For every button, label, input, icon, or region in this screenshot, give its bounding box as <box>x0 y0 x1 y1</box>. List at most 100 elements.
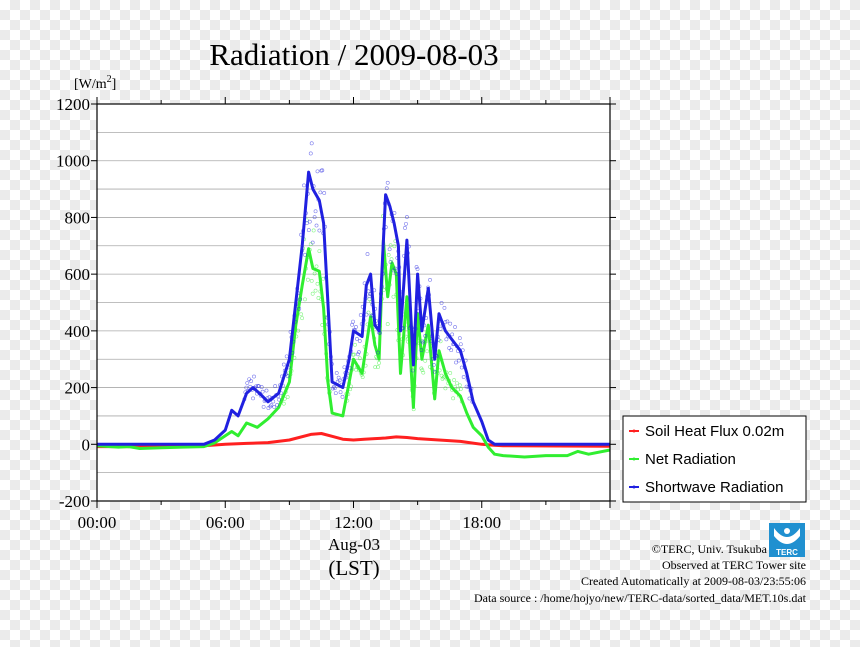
sample-point <box>271 399 276 404</box>
sample-point <box>353 342 357 347</box>
legend-label: Soil Heat Flux 0.02m <box>645 423 784 440</box>
sample-point <box>252 374 256 379</box>
sample-point <box>443 320 448 324</box>
x-tick-label: 00:00 <box>78 513 117 532</box>
sample-point <box>453 325 457 329</box>
sample-point <box>314 264 319 269</box>
y-tick-label: 0 <box>82 435 91 454</box>
sample-point <box>376 350 380 355</box>
sample-point <box>365 252 370 256</box>
sample-point <box>302 183 306 188</box>
sample-point <box>245 381 250 385</box>
x-tick-label: 06:00 <box>206 513 245 532</box>
sample-point <box>281 362 286 367</box>
sample-point <box>392 244 397 249</box>
sample-point <box>439 301 444 305</box>
y-tick-label: 600 <box>65 265 91 284</box>
footer-copyright: ©TERC, Univ. Tsukuba <box>652 542 768 556</box>
sample-point <box>357 339 362 343</box>
sample-point <box>281 401 286 406</box>
sample-point <box>300 316 304 321</box>
legend-label: Net Radiation <box>645 451 736 468</box>
sample-point <box>311 228 316 233</box>
sample-point <box>464 384 469 389</box>
sample-point <box>366 310 371 315</box>
sample-point <box>303 252 307 257</box>
sample-point <box>459 365 464 370</box>
sample-point <box>351 319 355 324</box>
legend-box <box>622 415 807 503</box>
sample-point <box>428 277 432 282</box>
sample-point <box>431 363 436 367</box>
sample-point <box>450 332 455 337</box>
sample-point <box>352 352 356 357</box>
sample-point <box>386 253 391 257</box>
sample-point <box>244 385 249 390</box>
sample-point <box>421 370 426 375</box>
sample-point <box>448 321 453 326</box>
sample-point <box>251 396 255 401</box>
sample-point <box>307 219 312 224</box>
sample-point <box>360 375 365 380</box>
sample-point <box>458 342 463 347</box>
sample-point <box>337 378 342 383</box>
sample-point <box>444 337 449 342</box>
sample-point <box>443 386 448 391</box>
footer-observed: Observed at TERC Tower site <box>662 558 806 572</box>
sample-point <box>269 403 274 408</box>
y-unit-label: [W/m2] <box>74 74 116 92</box>
sample-point <box>384 186 389 191</box>
sample-point <box>332 386 337 391</box>
logo-text: TERC <box>776 548 798 557</box>
sample-point <box>310 240 315 245</box>
sample-point <box>458 387 463 391</box>
sample-point <box>420 339 425 344</box>
sample-point <box>388 243 393 248</box>
sample-point <box>259 385 264 389</box>
legend-marker <box>632 457 636 461</box>
sample-point <box>285 395 290 399</box>
sample-point <box>312 215 317 220</box>
sample-point <box>277 397 281 402</box>
plot-frame <box>96 103 611 502</box>
sample-point <box>309 278 314 283</box>
sample-point <box>264 388 269 393</box>
sample-point <box>299 312 304 317</box>
sample-point <box>355 352 360 357</box>
sample-point <box>334 371 339 375</box>
sample-point <box>308 151 313 156</box>
sample-point <box>461 375 466 379</box>
sample-point <box>453 384 457 389</box>
sample-point <box>275 403 279 407</box>
axes: -200 0 200 400 600 800 1000 1200 00:00 06:00 12:00… <box>56 95 616 532</box>
sample-point <box>391 294 396 299</box>
sample-point <box>373 365 378 370</box>
sample-point <box>376 365 380 369</box>
logo-dot-icon <box>784 528 790 534</box>
legend-items: Soil Heat Flux 0.02m Net Radiation Shortwa… <box>629 423 784 496</box>
sample-point <box>354 325 358 329</box>
y-tick-label: 1200 <box>56 95 90 114</box>
water-drop-icon <box>774 528 800 544</box>
sample-point <box>457 336 462 341</box>
y-tick-label: -200 <box>59 492 90 511</box>
sample-point <box>260 389 265 394</box>
sample-point <box>298 297 303 302</box>
legend: Soil Heat Flux 0.02m Net Radiation Shortwa… <box>622 415 807 503</box>
sample-point <box>442 306 447 310</box>
sample-point <box>272 405 277 409</box>
sample-point <box>306 228 311 232</box>
y-tick-label: 200 <box>65 379 91 398</box>
sample-point <box>338 390 343 395</box>
y-unit-close: ] <box>112 77 117 92</box>
sample-point <box>313 209 318 214</box>
sample-point <box>447 346 452 350</box>
sample-point <box>261 404 266 409</box>
sample-point <box>273 384 278 388</box>
sample-point <box>340 394 345 399</box>
sample-point <box>314 223 319 228</box>
sample-point <box>420 368 425 373</box>
sample-point <box>445 319 450 324</box>
sample-point <box>333 391 338 395</box>
footer-created: Created Automatically at 2009-08-03/23:5… <box>581 574 806 588</box>
